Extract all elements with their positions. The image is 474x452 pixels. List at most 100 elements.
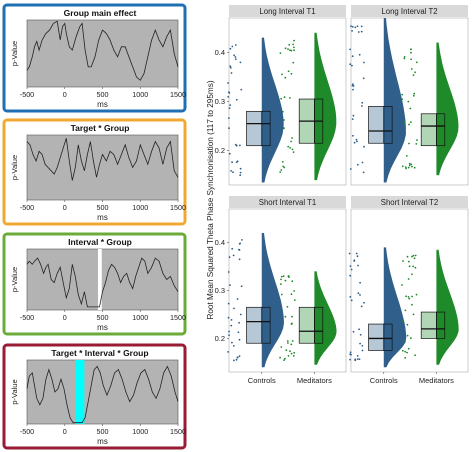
data-point xyxy=(283,96,286,99)
data-point xyxy=(228,256,231,259)
data-point xyxy=(236,356,239,359)
facet-strip xyxy=(229,196,346,208)
violin-half xyxy=(261,37,284,183)
data-point xyxy=(280,169,283,171)
data-point xyxy=(412,265,414,268)
data-point xyxy=(238,249,241,251)
data-point xyxy=(355,252,358,255)
data-point xyxy=(406,351,408,354)
data-point xyxy=(284,315,287,318)
data-point xyxy=(406,334,409,337)
data-point xyxy=(410,48,412,51)
data-point xyxy=(405,167,407,170)
data-point xyxy=(408,162,411,165)
box-left xyxy=(420,311,437,339)
data-point xyxy=(293,46,295,49)
data-point xyxy=(227,271,230,273)
data-point xyxy=(408,142,410,145)
x-tick-label: Controls xyxy=(248,376,276,385)
data-point xyxy=(228,117,230,119)
data-point xyxy=(236,298,239,300)
x-tick-label: 500 xyxy=(97,90,109,99)
data-point xyxy=(289,49,291,52)
x-tick-label: -500 xyxy=(20,90,34,99)
data-point xyxy=(403,340,405,342)
data-point xyxy=(356,163,359,166)
panel-x-label: ms xyxy=(97,437,108,446)
violin-half xyxy=(383,247,407,368)
data-point xyxy=(231,161,234,164)
data-point xyxy=(289,97,291,99)
box-left xyxy=(368,106,385,144)
data-point xyxy=(289,350,291,352)
panel-title: Group main effect xyxy=(64,8,137,18)
data-point xyxy=(351,118,354,120)
data-point xyxy=(284,76,287,79)
data-point xyxy=(357,264,359,267)
data-point xyxy=(287,70,290,73)
box-left xyxy=(298,306,315,344)
data-point xyxy=(410,163,413,166)
data-point xyxy=(234,58,237,60)
facet-strip xyxy=(351,5,468,17)
facet: Long Interval T1 0.2 0.3 0.4 xyxy=(215,5,347,186)
data-point xyxy=(412,94,415,97)
x-tick-label: -500 xyxy=(20,203,34,212)
box-right xyxy=(261,110,271,147)
data-point xyxy=(412,313,415,316)
violin-half xyxy=(436,249,459,365)
data-point xyxy=(350,268,353,271)
data-point xyxy=(349,274,352,277)
data-point xyxy=(293,299,296,301)
x-tick-label: -500 xyxy=(20,313,34,322)
data-point xyxy=(283,359,285,361)
data-point xyxy=(283,166,286,169)
data-point xyxy=(352,83,354,86)
data-point xyxy=(280,293,283,296)
data-point xyxy=(407,278,410,280)
data-point xyxy=(363,61,365,64)
data-point xyxy=(406,255,409,258)
data-point xyxy=(410,58,412,61)
data-point xyxy=(290,343,293,346)
data-point xyxy=(349,358,351,361)
data-point xyxy=(356,355,359,357)
data-point xyxy=(409,107,412,110)
data-point xyxy=(293,290,296,292)
y-tick-label: 0.3 xyxy=(215,286,225,295)
data-point xyxy=(407,166,410,169)
box-left xyxy=(368,323,385,351)
data-point xyxy=(291,280,294,283)
data-point xyxy=(407,347,410,350)
data-point xyxy=(402,260,404,262)
data-point xyxy=(406,323,409,326)
significance-highlight xyxy=(97,249,102,310)
plot-area xyxy=(26,248,179,311)
data-point xyxy=(290,293,293,296)
facet-panel xyxy=(228,208,347,373)
data-point xyxy=(293,49,295,52)
data-point xyxy=(403,57,406,60)
x-tick-label: 0 xyxy=(63,427,67,436)
data-point xyxy=(239,144,241,147)
data-point xyxy=(404,166,407,169)
data-point xyxy=(280,275,283,278)
data-point xyxy=(410,68,413,70)
p-value-panel: Interval * Group p-Value -500 0 500 1000 1500 m… xyxy=(2,232,187,336)
x-tick-label: 1500 xyxy=(170,427,186,436)
data-point xyxy=(409,337,412,340)
data-point xyxy=(411,303,413,306)
data-point xyxy=(279,356,281,359)
panel-title: Target * Group xyxy=(71,123,130,133)
data-point xyxy=(412,74,415,76)
data-point xyxy=(361,345,364,347)
data-point xyxy=(403,121,406,124)
data-point xyxy=(229,284,231,286)
data-point xyxy=(349,48,351,51)
x-tick-label: 500 xyxy=(97,203,109,212)
x-tick-label: 1000 xyxy=(132,427,148,436)
data-point xyxy=(232,171,234,174)
data-point xyxy=(227,302,230,305)
panel-y-label: p-Value xyxy=(10,267,19,292)
data-point xyxy=(404,356,407,359)
